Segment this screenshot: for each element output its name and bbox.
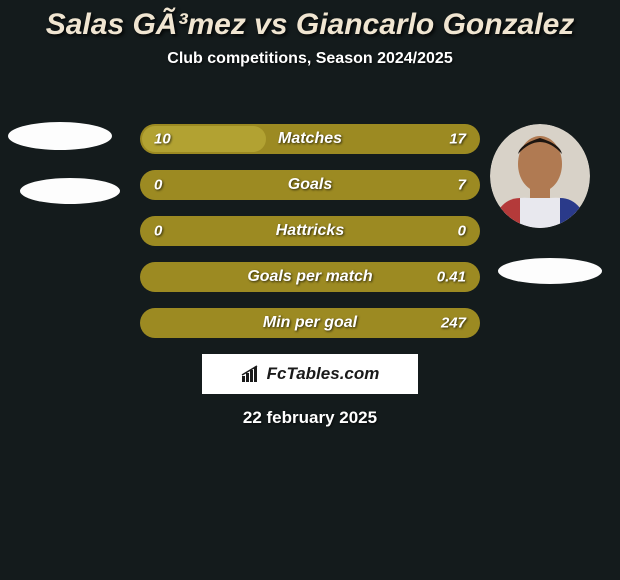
stat-value-right: 0 — [458, 223, 466, 240]
player-right-oval — [498, 258, 602, 284]
stat-row: Goals 0 7 — [140, 170, 480, 200]
player-right-avatar — [490, 124, 590, 228]
stat-value-right: 0.41 — [437, 269, 466, 286]
stat-value-left: 10 — [154, 131, 171, 148]
stat-row: Hattricks 0 0 — [140, 216, 480, 246]
date-text: 22 february 2025 — [0, 408, 620, 428]
stat-label: Hattricks — [276, 222, 344, 240]
stat-label: Min per goal — [263, 314, 357, 332]
stat-label: Goals — [288, 176, 332, 194]
player-left-oval-1 — [8, 122, 112, 150]
stat-value-right: 17 — [449, 131, 466, 148]
stat-row: Matches 10 17 — [140, 124, 480, 154]
bars-icon — [241, 365, 263, 383]
stat-value-right: 247 — [441, 315, 466, 332]
stat-label: Matches — [278, 130, 342, 148]
brand-text: FcTables.com — [267, 364, 380, 384]
stat-row: Min per goal 247 — [140, 308, 480, 338]
stat-label: Goals per match — [247, 268, 372, 286]
player-left-oval-2 — [20, 178, 120, 204]
stats-container: Matches 10 17 Goals 0 7 Hattricks 0 0 Goals per m… — [140, 124, 480, 354]
stat-value-left: 0 — [154, 223, 162, 240]
brand-badge: FcTables.com — [202, 354, 418, 394]
stat-value-right: 7 — [458, 177, 466, 194]
page-subtitle: Club competitions, Season 2024/2025 — [0, 50, 620, 68]
comparison-canvas: Salas GÃ³mez vs Giancarlo Gonzalez Club … — [0, 0, 620, 580]
page-title: Salas GÃ³mez vs Giancarlo Gonzalez — [0, 0, 620, 42]
avatar-icon — [490, 124, 590, 228]
stat-row: Goals per match 0.41 — [140, 262, 480, 292]
stat-value-left: 0 — [154, 177, 162, 194]
